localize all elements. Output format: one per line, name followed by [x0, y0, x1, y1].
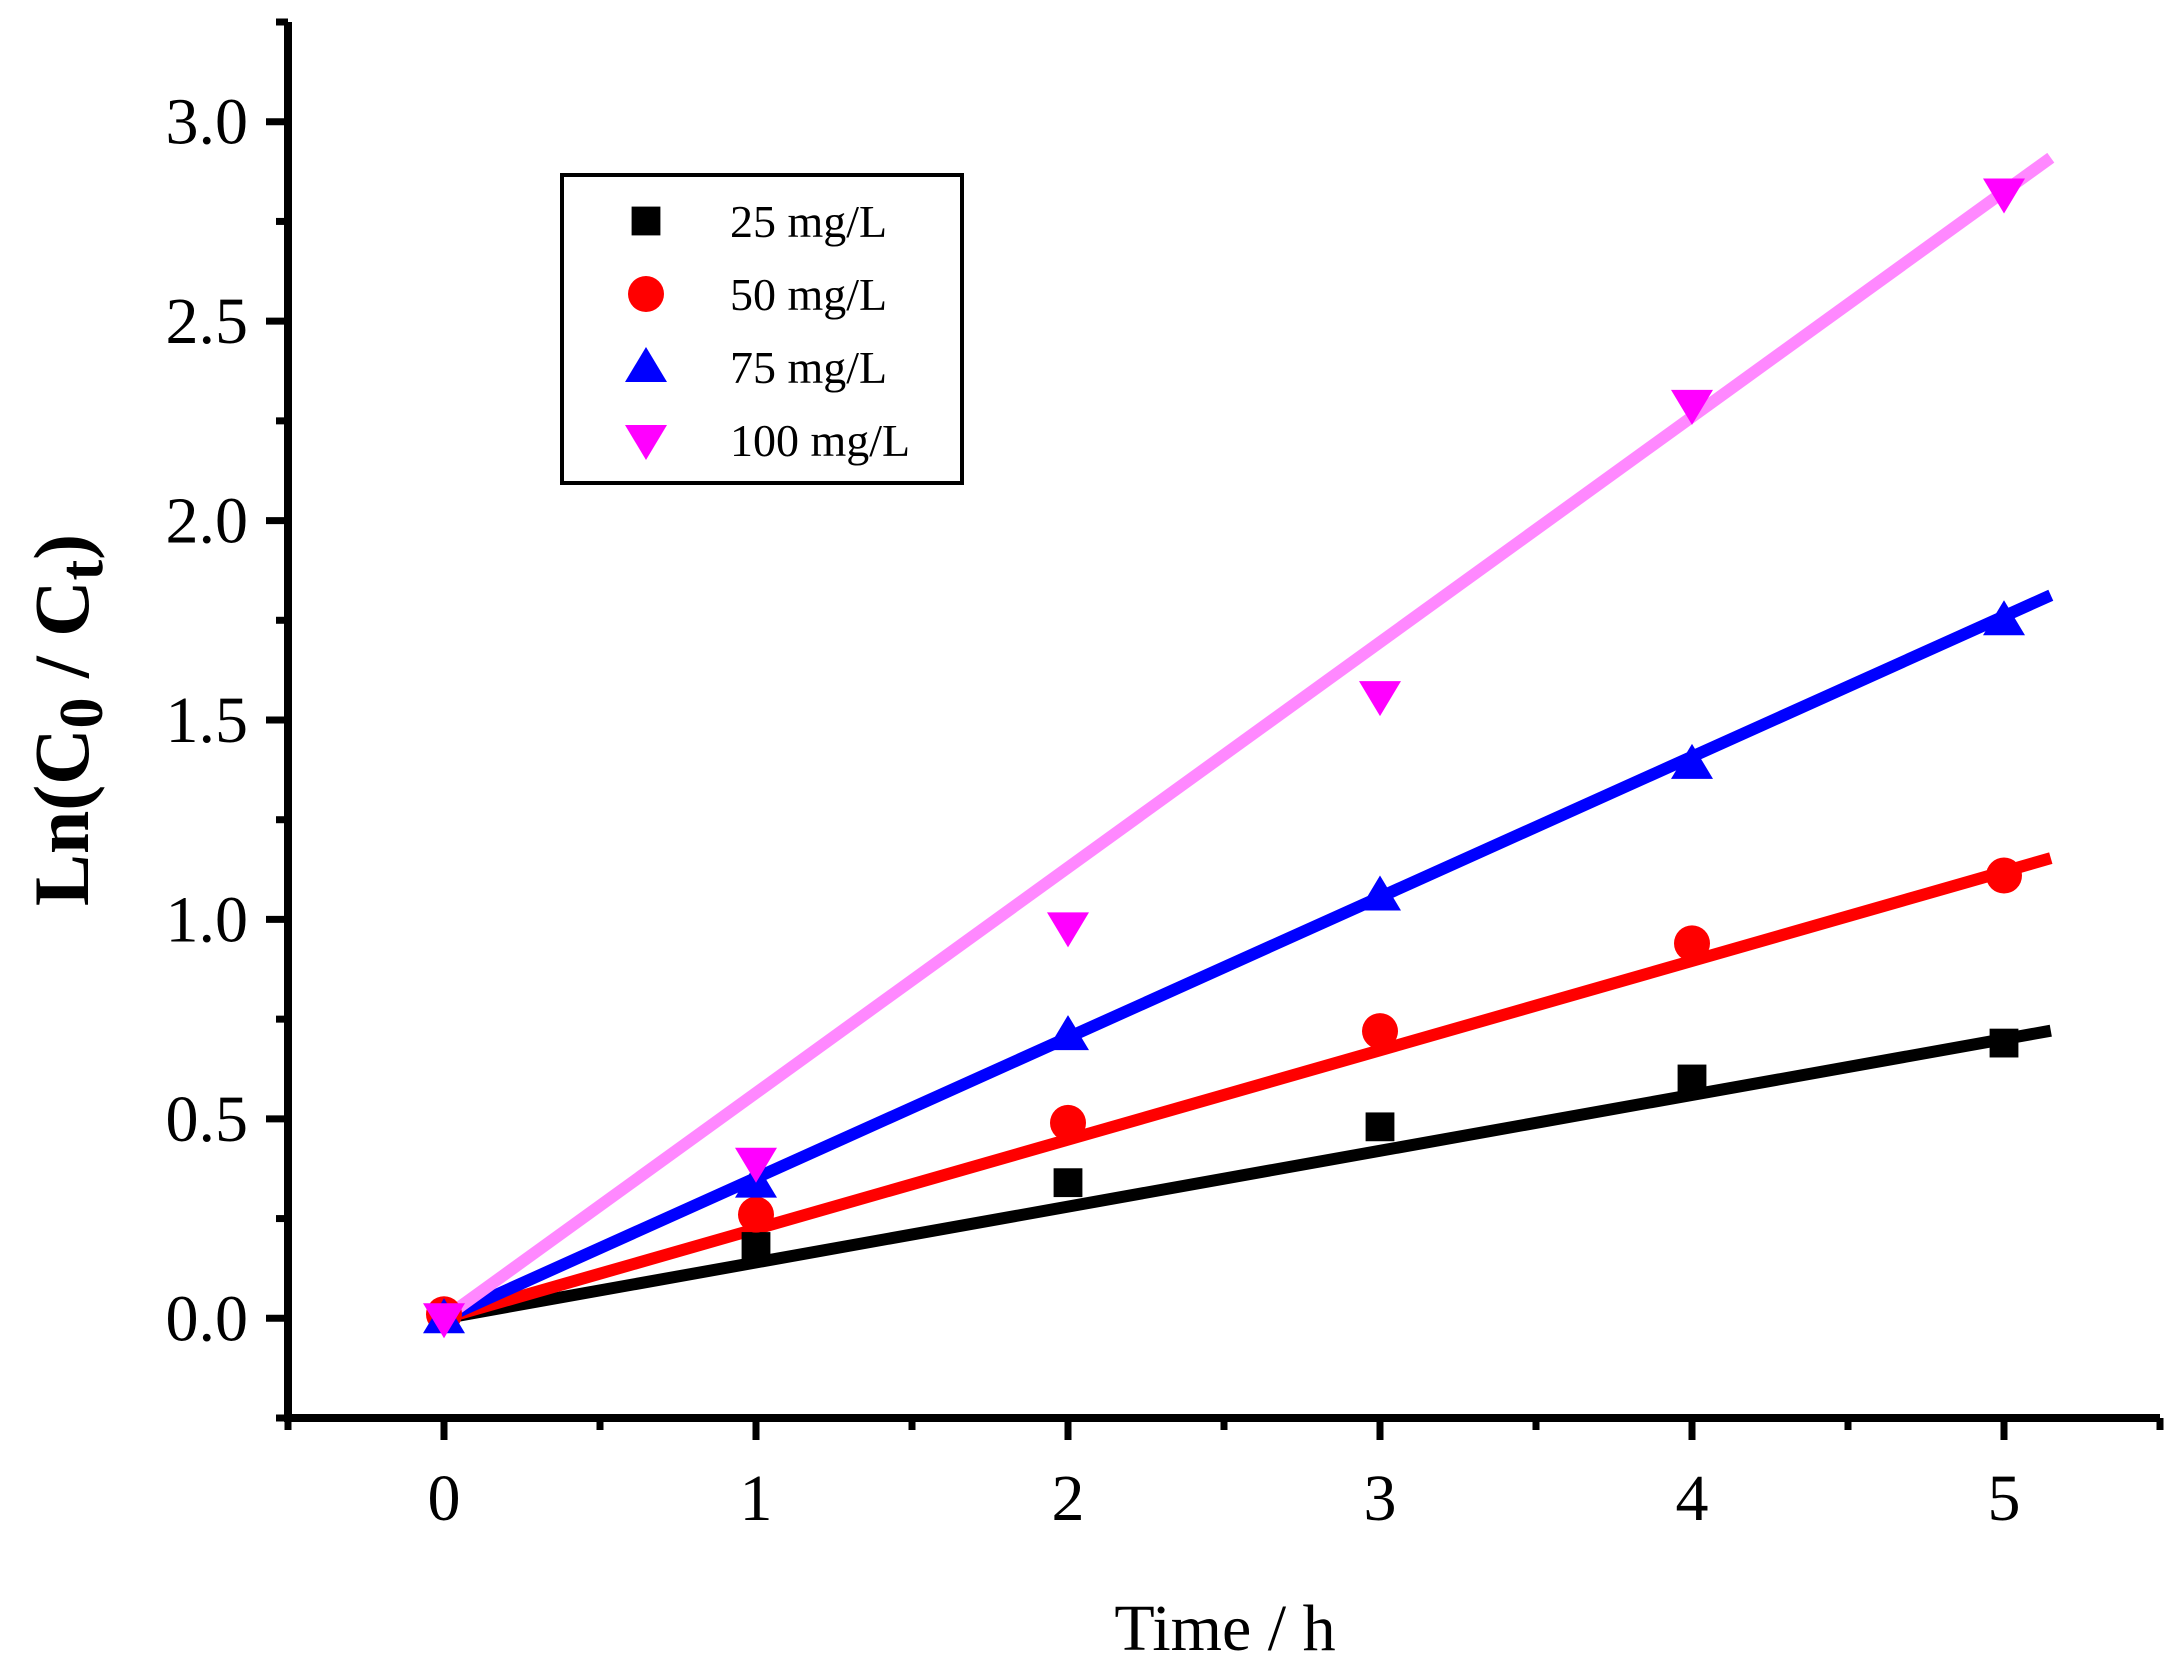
x-tick-label: 4	[1676, 1462, 1709, 1535]
data-point-square	[741, 1232, 771, 1261]
y-tick-label: 3.0	[166, 86, 249, 159]
data-point-triangle-up	[1671, 743, 1713, 779]
axes: 0.0 0.5 1.0 1.5 2.0 2.5 3.0 0 1 2 3 4 5	[166, 18, 2164, 1535]
data-point-triangle-down	[1047, 912, 1089, 948]
y-tick-label: 1.0	[166, 883, 249, 956]
data-point-triangle-down	[1983, 178, 2025, 214]
data-point-circle	[1674, 925, 1710, 962]
x-tick-label: 0	[428, 1462, 461, 1535]
x-tick-label: 2	[1052, 1462, 1085, 1535]
data-point-square	[1053, 1168, 1083, 1198]
legend-marker	[631, 206, 661, 236]
data-point-circle	[1362, 1013, 1398, 1050]
data-markers	[423, 178, 2025, 1339]
y-tick-label: 0.5	[166, 1083, 249, 1156]
data-point-triangle-up	[1359, 875, 1401, 911]
legend-label: 25 mg/L	[730, 196, 887, 247]
legend-box	[560, 173, 964, 485]
y-axis-title-suffix: )	[18, 534, 105, 560]
x-tick-label: 1	[740, 1462, 773, 1535]
y-axis-title-subt: t	[48, 559, 116, 580]
fit-line	[442, 1024, 2052, 1325]
fit-line	[442, 852, 2053, 1325]
data-point-triangle-down	[423, 1303, 465, 1339]
data-point-square	[1365, 1112, 1395, 1142]
data-point-circle	[738, 1196, 774, 1233]
x-tick-label: 3	[1364, 1462, 1397, 1535]
fit-lines	[440, 152, 2055, 1325]
data-point-circle	[1986, 857, 2022, 894]
y-axis-title: Ln(C0 / Ct)	[18, 534, 116, 906]
data-point-triangle-down	[1671, 389, 1713, 425]
y-tick-label: 2.5	[166, 285, 249, 358]
y-axis-title-mid: / C	[18, 580, 105, 697]
legend-label: 50 mg/L	[730, 269, 887, 320]
y-axis-title-prefix: Ln(C	[18, 728, 105, 906]
data-point-triangle-up	[1047, 1015, 1089, 1051]
data-point-square	[1989, 1028, 2019, 1058]
data-point-circle	[1050, 1104, 1086, 1141]
data-point-triangle-down	[735, 1147, 777, 1183]
x-tick-label: 5	[1988, 1462, 2021, 1535]
y-tick-label: 0.0	[166, 1282, 249, 1355]
legend: 25 mg/L 50 mg/L 75 mg/L 100 mg/L	[560, 173, 964, 485]
legend-label: 100 mg/L	[730, 415, 910, 466]
data-point-triangle-up	[1983, 600, 2025, 636]
fit-line	[440, 152, 2055, 1324]
legend-label: 75 mg/L	[730, 342, 887, 393]
y-tick-label: 2.0	[166, 485, 249, 558]
data-point-triangle-down	[1359, 681, 1401, 717]
y-tick-label: 1.5	[166, 684, 249, 757]
legend-marker	[625, 425, 667, 460]
legend-marker	[628, 276, 664, 312]
x-axis-title: Time / h	[1114, 1592, 1335, 1665]
y-axis-title-sub0: 0	[48, 697, 116, 728]
data-point-square	[1677, 1064, 1707, 1094]
fit-line	[441, 589, 2054, 1324]
legend-marker	[625, 347, 667, 382]
